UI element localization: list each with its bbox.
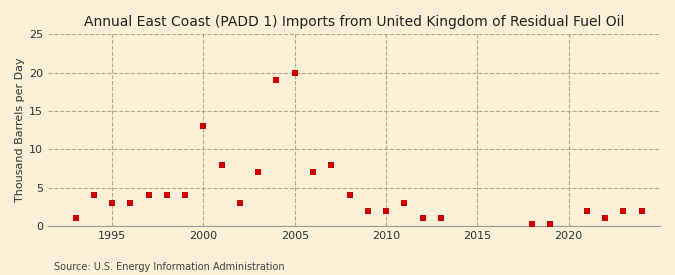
- Point: [180, 193, 190, 197]
- Point: [143, 193, 154, 197]
- Point: [399, 201, 410, 205]
- Point: [417, 216, 428, 221]
- Point: [344, 193, 355, 197]
- Point: [362, 208, 373, 213]
- Point: [526, 221, 537, 226]
- Point: [125, 201, 136, 205]
- Point: [435, 216, 446, 221]
- Point: [198, 124, 209, 128]
- Point: [161, 193, 172, 197]
- Point: [234, 201, 245, 205]
- Point: [271, 78, 282, 82]
- Point: [253, 170, 264, 174]
- Point: [88, 193, 99, 197]
- Text: Source: U.S. Energy Information Administration: Source: U.S. Energy Information Administ…: [54, 262, 285, 272]
- Y-axis label: Thousand Barrels per Day: Thousand Barrels per Day: [15, 58, 25, 202]
- Point: [600, 216, 611, 221]
- Point: [545, 221, 556, 226]
- Point: [618, 208, 629, 213]
- Point: [381, 208, 392, 213]
- Point: [290, 70, 300, 75]
- Point: [637, 208, 647, 213]
- Point: [326, 163, 337, 167]
- Point: [216, 163, 227, 167]
- Point: [308, 170, 319, 174]
- Title: Annual East Coast (PADD 1) Imports from United Kingdom of Residual Fuel Oil: Annual East Coast (PADD 1) Imports from …: [84, 15, 624, 29]
- Point: [107, 201, 117, 205]
- Point: [70, 216, 81, 221]
- Point: [582, 208, 593, 213]
